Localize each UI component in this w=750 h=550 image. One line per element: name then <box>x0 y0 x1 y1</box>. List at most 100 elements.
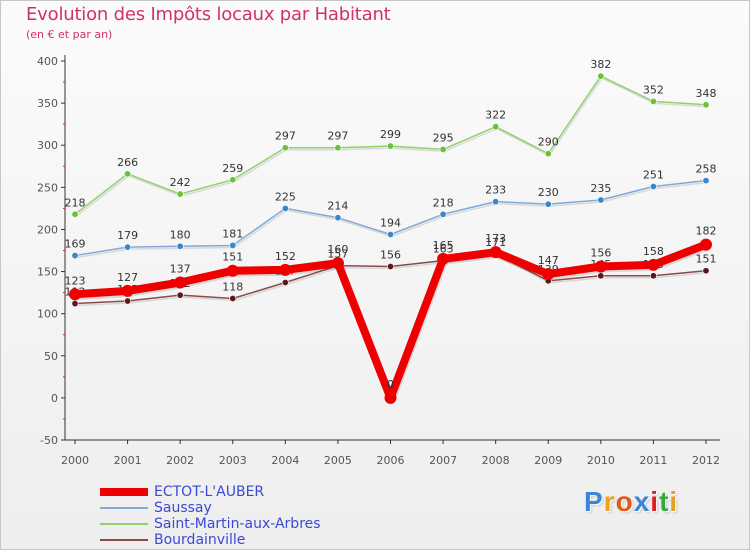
data-label-saussay: 230 <box>538 186 559 199</box>
data-label-saint-martin-aux-arbres: 242 <box>170 176 191 189</box>
data-label-saint-martin-aux-arbres: 348 <box>696 87 717 100</box>
data-label-saussay: 225 <box>275 190 296 203</box>
legend-item-saint-martin-aux-arbres: Saint-Martin-aux-Arbres <box>100 516 321 532</box>
legend-swatch-saussay <box>100 507 148 509</box>
data-point-bourdainville <box>597 272 605 280</box>
x-tick-label: 2002 <box>166 454 194 467</box>
data-point-ectot-l-auber <box>279 263 292 276</box>
data-label-ectot-l-auber: 137 <box>170 263 191 276</box>
data-point-saint-martin-aux-arbres <box>649 97 657 105</box>
legend-item-ectot-l-auber: ECTOT-L'AUBER <box>100 484 321 500</box>
data-point-saussay <box>492 198 500 206</box>
data-label-bourdainville: 163 <box>433 243 454 256</box>
data-point-ectot-l-auber <box>437 252 450 265</box>
data-point-saint-martin-aux-arbres <box>229 176 237 184</box>
legend-swatch-bourdainville <box>100 539 148 541</box>
y-tick-label: 100 <box>37 308 58 321</box>
x-tick-label: 2010 <box>587 454 615 467</box>
chart-title: Evolution des Impôts locaux par Habitant <box>26 4 391 25</box>
x-tick-label: 2011 <box>639 454 667 467</box>
logo-letter: o <box>615 486 634 517</box>
data-point-saussay <box>386 230 394 238</box>
x-tick-label: 2009 <box>534 454 562 467</box>
y-tick-label: 250 <box>37 181 58 194</box>
data-point-ectot-l-auber <box>331 257 344 270</box>
data-point-bourdainville <box>71 300 79 308</box>
data-label-saussay: 218 <box>433 196 454 209</box>
data-label-saussay: 179 <box>117 229 138 242</box>
data-point-saint-martin-aux-arbres <box>702 101 710 109</box>
x-tick-label: 2004 <box>271 454 299 467</box>
data-point-ectot-l-auber <box>226 264 239 277</box>
data-label-ectot-l-auber: 152 <box>275 250 296 263</box>
logo-letter: r <box>603 486 616 517</box>
data-point-saussay <box>176 242 184 250</box>
data-point-ectot-l-auber <box>121 284 134 297</box>
data-label-saussay: 214 <box>327 200 348 213</box>
data-point-ectot-l-auber <box>174 276 187 289</box>
data-point-saint-martin-aux-arbres <box>544 150 552 158</box>
data-label-saint-martin-aux-arbres: 297 <box>275 130 296 143</box>
data-label-bourdainville: 151 <box>696 253 717 266</box>
chart-subtitle: (en € et par an) <box>26 28 113 41</box>
x-tick-label: 2001 <box>114 454 142 467</box>
data-label-saint-martin-aux-arbres: 266 <box>117 156 138 169</box>
data-label-saint-martin-aux-arbres: 352 <box>643 83 664 96</box>
data-label-ectot-l-auber: 160 <box>327 243 348 256</box>
data-point-bourdainville <box>281 279 289 287</box>
data-label-saussay: 180 <box>170 228 191 241</box>
data-point-saint-martin-aux-arbres <box>71 210 79 218</box>
data-point-ectot-l-auber <box>594 260 607 273</box>
legend-label-ectot-l-auber: ECTOT-L'AUBER <box>154 484 265 500</box>
y-tick-label: 400 <box>37 55 58 68</box>
x-tick-label: 2012 <box>692 454 720 467</box>
data-label-ectot-l-auber: 123 <box>65 274 86 287</box>
data-point-bourdainville <box>386 263 394 271</box>
data-label-ectot-l-auber: 151 <box>222 251 243 264</box>
x-tick-label: 2006 <box>377 454 405 467</box>
data-label-bourdainville: 156 <box>380 249 401 262</box>
data-point-bourdainville <box>124 297 132 305</box>
data-point-saussay <box>281 204 289 212</box>
data-point-saint-martin-aux-arbres <box>176 190 184 198</box>
data-label-saussay: 181 <box>222 227 243 240</box>
y-tick-label: 300 <box>37 139 58 152</box>
data-label-saint-martin-aux-arbres: 218 <box>65 196 86 209</box>
x-tick-label: 2007 <box>429 454 457 467</box>
data-label-saussay: 233 <box>485 184 506 197</box>
legend-label-saussay: Saussay <box>154 500 212 516</box>
data-point-saint-martin-aux-arbres <box>439 145 447 153</box>
data-point-saussay <box>702 177 710 185</box>
data-point-ectot-l-auber <box>542 268 555 281</box>
legend-swatch-saint-martin-aux-arbres <box>100 523 148 525</box>
logo-letter: P <box>584 486 604 517</box>
data-label-saussay: 169 <box>65 238 86 251</box>
y-tick-label: 0 <box>51 392 58 405</box>
y-tick-label: 150 <box>37 266 58 279</box>
data-point-saint-martin-aux-arbres <box>386 142 394 150</box>
chart-legend: ECTOT-L'AUBER Saussay Saint-Martin-aux-Arb… <box>100 484 321 548</box>
data-point-saint-martin-aux-arbres <box>124 170 132 178</box>
logo-letter: i <box>650 486 660 517</box>
data-label-saint-martin-aux-arbres: 299 <box>380 128 401 141</box>
data-point-ectot-l-auber <box>69 288 81 301</box>
data-point-saint-martin-aux-arbres <box>597 72 605 80</box>
data-point-saint-martin-aux-arbres <box>281 144 289 152</box>
y-tick-label: 50 <box>44 350 58 363</box>
data-point-saint-martin-aux-arbres <box>334 144 342 152</box>
data-label-bourdainville: 157 <box>327 248 348 261</box>
data-label-saint-martin-aux-arbres: 290 <box>538 136 559 149</box>
data-point-saint-martin-aux-arbres <box>492 123 500 131</box>
data-label-bourdainville: 171 <box>485 236 506 249</box>
data-point-saussay <box>649 182 657 190</box>
legend-swatch-ectot-l-auber <box>100 488 148 496</box>
legend-item-bourdainville: Bourdainville <box>100 532 321 548</box>
y-tick-label: 350 <box>37 97 58 110</box>
data-point-ectot-l-auber <box>700 238 712 251</box>
data-point-bourdainville <box>702 267 710 275</box>
proxiti-logo: Proxiti <box>584 486 678 518</box>
data-label-saint-martin-aux-arbres: 382 <box>590 58 611 71</box>
data-label-ectot-l-auber: 182 <box>696 225 717 238</box>
data-point-saussay <box>544 200 552 208</box>
